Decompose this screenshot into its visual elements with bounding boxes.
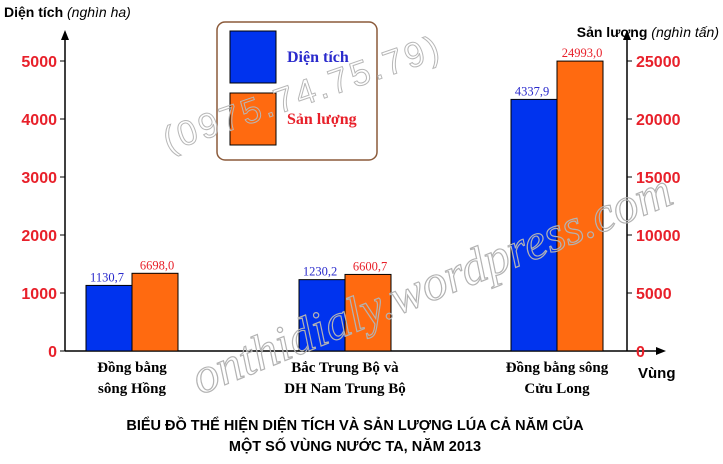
x-category-label: sông Hồng — [98, 381, 166, 397]
chart-title-line: MỘT SỐ VÙNG NƯỚC TA, NĂM 2013 — [229, 437, 481, 455]
y-left-axis-unit: (nghìn ha) — [67, 4, 131, 20]
data-label-san-luong: 24993,0 — [562, 46, 603, 60]
right-axis-arrow — [623, 30, 631, 40]
legend-label-san-luong: Sản lượng — [287, 111, 357, 128]
x-category-label: DH Nam Trung Bộ — [284, 381, 406, 397]
y-right-tick-label: 20000 — [636, 112, 681, 129]
y-left-tick-label: 1000 — [21, 286, 57, 303]
y-right-tick-label: 0 — [636, 344, 645, 361]
x-category-label: Bắc Trung Bộ và — [291, 360, 399, 376]
legend-label-dien-tich: Diện tích — [287, 49, 349, 66]
y-right-tick-label: 15000 — [636, 170, 681, 187]
bar-san-luong — [131, 272, 179, 352]
y-left-axis-title: Diện tích (nghìn ha) — [4, 4, 131, 20]
data-label-dien-tich: 1230,2 — [303, 265, 337, 279]
data-label-san-luong: 6698,0 — [140, 258, 174, 272]
x-axis-arrow — [656, 347, 666, 355]
bar-san-luong — [344, 273, 392, 352]
legend-swatch-dien-tich — [229, 30, 277, 84]
x-axis-title: Vùng — [638, 365, 676, 382]
y-right-axis-unit: (nghìn tấn) — [651, 24, 719, 40]
y-right-axis-title: Sản lượng (nghìn tấn) — [577, 24, 719, 40]
chart-title-line: BIỂU ĐỒ THỂ HIỆN DIỆN TÍCH VÀ SẢN LƯỢNG … — [126, 416, 584, 434]
data-label-san-luong: 6600,7 — [353, 259, 387, 273]
bar-san-luong — [556, 60, 604, 352]
y-left-tick-label: 2000 — [21, 228, 57, 245]
bar-dien-tich — [298, 279, 346, 352]
data-label-dien-tich: 1130,7 — [90, 270, 124, 284]
bar-dien-tich — [510, 98, 558, 352]
y-right-tick-label: 10000 — [636, 228, 681, 245]
y-left-tick-label: 5000 — [21, 54, 57, 71]
bar-dien-tich — [85, 284, 133, 352]
legend-swatch-san-luong — [229, 92, 277, 146]
x-category-label: Đồng bằng — [97, 360, 167, 376]
data-label-dien-tich: 4337,9 — [515, 84, 549, 98]
y-right-tick-label: 5000 — [636, 286, 672, 303]
y-left-tick-label: 3000 — [21, 170, 57, 187]
x-category-label: Đồng bằng sông — [506, 360, 609, 376]
left-axis-arrow — [61, 30, 69, 40]
y-right-tick-label: 25000 — [636, 54, 681, 71]
legend: Diện tích Sản lượng — [216, 21, 378, 161]
x-category-label: Cửu Long — [524, 381, 590, 397]
y-left-tick-label: 4000 — [21, 112, 57, 129]
y-left-tick-label: 0 — [48, 344, 57, 361]
